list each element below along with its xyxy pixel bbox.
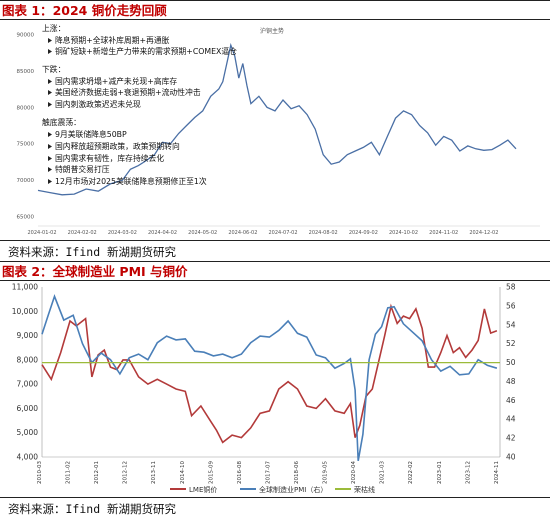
x-tick-label: 2010-03 — [37, 461, 43, 484]
y-tick-label: 80000 — [17, 105, 35, 111]
annotation-text: 触底震荡： — [42, 117, 81, 127]
x-tick-label: 2023-12 — [465, 461, 471, 484]
x-tick-label: 2011-02 — [66, 461, 72, 484]
x-tick-label: 2023-01 — [437, 461, 443, 484]
annotation-text: 9月美联储降息50BP — [55, 129, 127, 139]
figure2-title-bar: 图表 2：全球制造业 PMI 与铜价 — [0, 261, 550, 281]
y-left-tick-label: 4,000 — [17, 453, 39, 462]
legend-label: LME铜价 — [189, 485, 217, 494]
y-left-tick-label: 6,000 — [17, 404, 39, 413]
annotation-text: 下跌： — [42, 64, 65, 74]
x-tick-label: 2017-07 — [265, 461, 271, 484]
annotation-text: 国内需求有韧性，库存持续去化 — [55, 153, 164, 163]
x-tick-label: 2014-10 — [180, 461, 186, 484]
x-tick-label: 2024-06-02 — [228, 230, 257, 236]
bullet-icon — [48, 179, 52, 184]
legend-label: 沪铜主势 — [260, 27, 284, 35]
x-tick-label: 2012-12 — [123, 461, 129, 484]
x-tick-label: 2018-06 — [294, 461, 300, 484]
annotation-text: 降息预期+全球补库周期+再通胀 — [55, 35, 170, 45]
y-tick-label: 75000 — [17, 142, 35, 148]
y-right-tick-label: 48 — [506, 377, 516, 386]
bullet-icon — [48, 156, 52, 161]
x-tick-label: 2024-10-02 — [389, 230, 418, 236]
figure1-source: 资料来源：Ifind 新湖期货研究 — [8, 245, 177, 259]
x-tick-label: 2015-09 — [208, 461, 214, 484]
annotation-text: 国内刺激政策迟迟未兑现 — [55, 99, 141, 109]
x-tick-label: 2024-11-02 — [429, 230, 458, 236]
y-left-tick-label: 7,000 — [17, 380, 39, 389]
bullet-icon — [48, 38, 52, 43]
x-tick-label: 2020-04 — [351, 461, 357, 484]
y-tick-label: 90000 — [17, 32, 35, 38]
y-right-tick-label: 54 — [506, 320, 516, 329]
figure2-source-rule — [0, 497, 550, 498]
y-left-tick-label: 9,000 — [17, 331, 39, 340]
x-tick-label: 2024-02-02 — [68, 230, 97, 236]
x-tick-label: 2013-11 — [151, 461, 157, 484]
y-right-tick-label: 58 — [506, 283, 516, 292]
annotation-text: 特朗普交易打压 — [55, 164, 110, 174]
y-left-tick-label: 8,000 — [17, 355, 39, 364]
x-tick-label: 2016-08 — [237, 461, 243, 484]
x-tick-label: 2024-01-02 — [27, 230, 56, 236]
x-tick-label: 2024-07-02 — [268, 230, 297, 236]
bullet-icon — [48, 49, 52, 54]
y-left-tick-label: 11,000 — [12, 283, 38, 292]
y-left-tick-label: 5,000 — [17, 428, 39, 437]
figure2-chart: 4,000 5,000 6,000 7,000 8,000 9,000 10,000 11,0… — [12, 283, 516, 495]
x-tick-label: 2024-08-02 — [309, 230, 338, 236]
figure1-source-rule — [0, 240, 550, 241]
y-tick-label: 65000 — [17, 215, 35, 221]
annotation-text: 美国经济数据走弱+衰退预期+流动性冲击 — [55, 87, 201, 97]
x-tick-label: 2022-02 — [408, 461, 414, 484]
figure2-source: 资料来源：Ifind 新湖期货研究 — [8, 502, 177, 516]
y-right-tick-label: 44 — [506, 415, 516, 424]
bullet-icon — [48, 79, 52, 84]
series-line-0 — [41, 303, 498, 444]
y-right-tick-label: 40 — [506, 453, 516, 462]
series-line-1 — [41, 294, 498, 461]
y-right-tick-label: 52 — [506, 339, 516, 348]
y-right-tick-label: 46 — [506, 396, 516, 405]
x-tick-label: 2021-03 — [380, 461, 386, 484]
bullet-icon — [48, 132, 52, 137]
bullet-icon — [48, 167, 52, 172]
figure1-title-bar: 图表 1：2024 铜价走势回顾 — [0, 0, 550, 20]
series-line-shfe-copper — [37, 42, 517, 196]
x-tick-label: 2024-04-02 — [148, 230, 177, 236]
x-tick-label: 2012-01 — [94, 461, 100, 484]
x-tick-label: 2024-11 — [494, 461, 500, 484]
y-tick-label: 85000 — [17, 69, 35, 75]
y-tick-label: 70000 — [17, 178, 35, 184]
figure2-title: 全球制造业 PMI 与铜价 — [52, 264, 188, 279]
y-right-tick-label: 50 — [506, 358, 516, 367]
y-right-tick-label: 56 — [506, 301, 516, 310]
bullet-icon — [48, 102, 52, 107]
figure2-label: 图表 2： — [2, 264, 53, 279]
annotation-text: 国内释放超预期政策，政策预期转向 — [55, 141, 180, 151]
x-tick-label: 2024-03-02 — [108, 230, 137, 236]
y-left-tick-label: 10,000 — [12, 307, 38, 316]
x-tick-label: 2024-09-02 — [349, 230, 378, 236]
annotation-text: 铜矿短缺+新增生产力带来的需求预期+COMEX逼仓 — [55, 46, 237, 56]
figure1-chart: 65000 70000 75000 80000 85000 90000 2024-01-02… — [17, 23, 540, 236]
x-tick-label: 2024-05-02 — [188, 230, 217, 236]
bullet-icon — [48, 90, 52, 95]
annotation-text: 上涨： — [42, 23, 65, 33]
annotation-text: 国内需求坍塌+减产未兑现+高库存 — [55, 76, 177, 86]
legend-label: 全球制造业PMI（右） — [259, 485, 327, 494]
x-tick-label: 2024-12-02 — [469, 230, 498, 236]
legend-label: 荣枯线 — [354, 485, 375, 494]
figure1-label: 图表 1： — [2, 3, 53, 18]
x-tick-label: 2019-05 — [323, 461, 329, 484]
y-right-tick-label: 42 — [506, 434, 516, 443]
bullet-icon — [48, 144, 52, 149]
figure1-title: 2024 铜价走势回顾 — [52, 3, 167, 18]
annotation-text: 12月市场对2025美联储降息预期修正至1次 — [55, 176, 207, 186]
